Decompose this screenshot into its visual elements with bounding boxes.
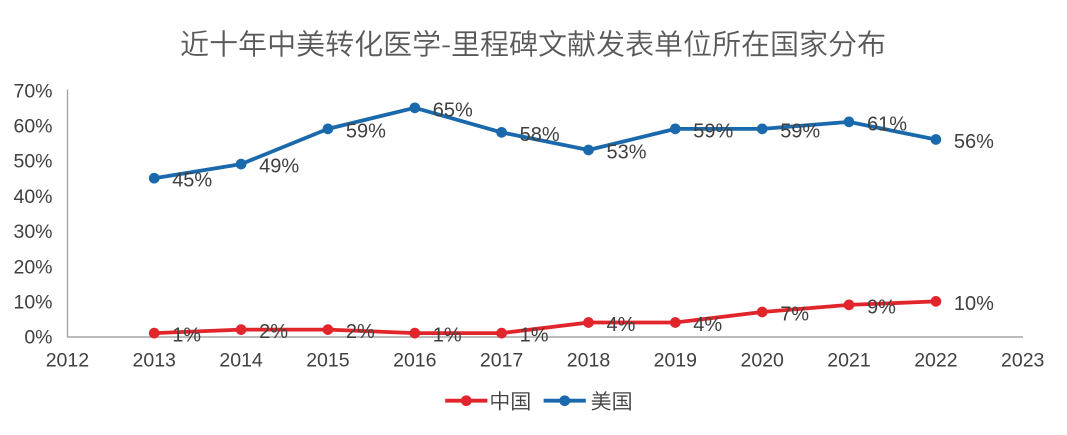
svg-text:45%: 45% bbox=[172, 170, 212, 192]
svg-text:2014: 2014 bbox=[219, 350, 263, 372]
svg-text:30%: 30% bbox=[13, 221, 52, 243]
svg-text:2%: 2% bbox=[346, 321, 375, 343]
svg-text:2%: 2% bbox=[259, 321, 288, 343]
svg-text:1%: 1% bbox=[433, 325, 462, 347]
svg-text:50%: 50% bbox=[13, 151, 52, 173]
svg-text:2020: 2020 bbox=[741, 350, 785, 372]
svg-text:2016: 2016 bbox=[393, 350, 436, 372]
svg-text:59%: 59% bbox=[346, 120, 386, 142]
svg-text:70%: 70% bbox=[13, 80, 52, 102]
svg-text:49%: 49% bbox=[259, 156, 299, 178]
svg-text:59%: 59% bbox=[780, 120, 820, 142]
svg-text:1%: 1% bbox=[520, 325, 549, 347]
svg-text:10%: 10% bbox=[13, 292, 52, 314]
svg-text:20%: 20% bbox=[13, 256, 52, 278]
svg-text:2019: 2019 bbox=[654, 350, 697, 372]
svg-text:1%: 1% bbox=[172, 325, 201, 347]
svg-text:2023: 2023 bbox=[1001, 350, 1044, 372]
svg-text:4%: 4% bbox=[607, 314, 636, 336]
svg-text:7%: 7% bbox=[780, 304, 809, 326]
svg-text:58%: 58% bbox=[520, 124, 560, 146]
svg-text:61%: 61% bbox=[867, 113, 907, 135]
svg-text:59%: 59% bbox=[693, 120, 733, 142]
svg-text:60%: 60% bbox=[13, 116, 52, 138]
svg-text:2022: 2022 bbox=[914, 350, 957, 372]
svg-text:40%: 40% bbox=[13, 186, 52, 208]
svg-text:2012: 2012 bbox=[46, 350, 89, 372]
svg-text:2017: 2017 bbox=[480, 350, 523, 372]
svg-text:56%: 56% bbox=[954, 131, 994, 153]
svg-text:53%: 53% bbox=[607, 142, 647, 164]
svg-text:0%: 0% bbox=[24, 327, 52, 349]
svg-text:2013: 2013 bbox=[133, 350, 176, 372]
svg-text:9%: 9% bbox=[867, 296, 896, 318]
svg-text:4%: 4% bbox=[693, 314, 722, 336]
svg-text:2015: 2015 bbox=[306, 350, 350, 372]
svg-text:2021: 2021 bbox=[827, 350, 870, 372]
svg-text:2018: 2018 bbox=[567, 350, 610, 372]
svg-text:10%: 10% bbox=[954, 293, 994, 315]
svg-text:65%: 65% bbox=[433, 99, 473, 121]
